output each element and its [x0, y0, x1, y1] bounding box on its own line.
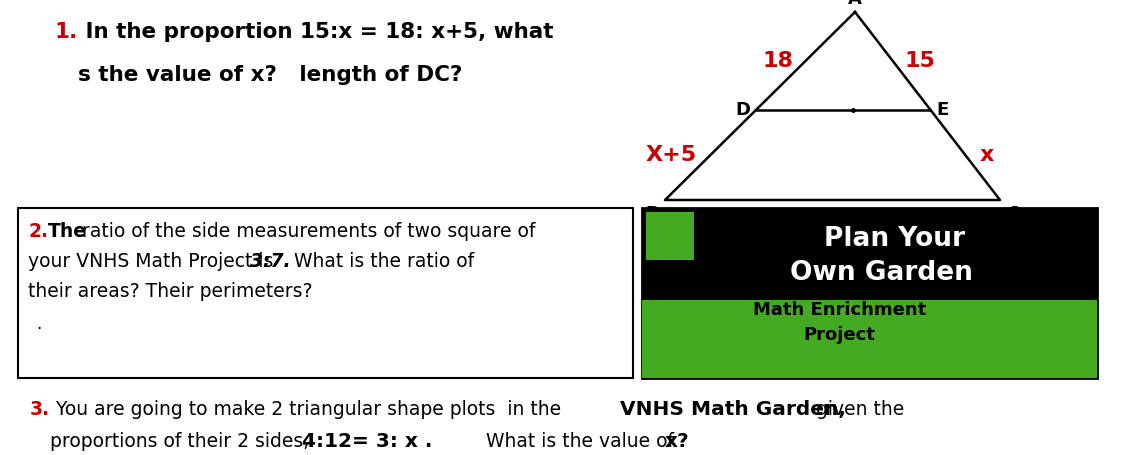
Text: your VNHS Math Project is: your VNHS Math Project is: [28, 252, 279, 271]
Text: B: B: [646, 205, 659, 223]
Text: What is the value of: What is the value of: [480, 432, 680, 451]
FancyBboxPatch shape: [646, 212, 694, 260]
Text: Own Garden: Own Garden: [790, 260, 973, 286]
Text: A: A: [848, 0, 862, 8]
Text: their areas? Their perimeters?: their areas? Their perimeters?: [28, 282, 313, 301]
Text: 18: 18: [763, 51, 793, 71]
Text: X+5: X+5: [646, 145, 696, 165]
Text: The: The: [48, 222, 87, 241]
FancyBboxPatch shape: [18, 208, 633, 378]
Text: Math Enrichment: Math Enrichment: [753, 301, 926, 319]
Text: proportions of their 2 sides,: proportions of their 2 sides,: [50, 432, 315, 451]
Text: ratio of the side measurements of two square of: ratio of the side measurements of two sq…: [76, 222, 536, 241]
Text: x?: x?: [665, 432, 690, 451]
Text: C: C: [1006, 205, 1019, 223]
Text: D: D: [736, 101, 750, 119]
Text: x: x: [979, 145, 993, 165]
Text: 4:12= 3: x .: 4:12= 3: x .: [302, 432, 432, 451]
Text: given the: given the: [810, 400, 905, 419]
Text: VNHS Math Garden,: VNHS Math Garden,: [620, 400, 846, 419]
Text: E: E: [936, 101, 948, 119]
Text: You are going to make 2 triangular shape plots  in the: You are going to make 2 triangular shape…: [50, 400, 573, 419]
FancyBboxPatch shape: [642, 208, 1097, 378]
Text: s the value of x?   length of DC?: s the value of x? length of DC?: [78, 65, 462, 85]
Text: 3.: 3.: [30, 400, 51, 419]
Text: 1.: 1.: [55, 22, 79, 42]
Text: 2.: 2.: [28, 222, 48, 241]
Text: 3:7.: 3:7.: [250, 252, 290, 271]
Text: In the proportion 15:x = 18: x+5, what: In the proportion 15:x = 18: x+5, what: [78, 22, 554, 42]
Text: 15: 15: [904, 51, 936, 71]
Text: ·: ·: [36, 320, 42, 338]
Text: Plan Your: Plan Your: [824, 226, 965, 252]
Text: Project: Project: [803, 327, 875, 344]
Text: What is the ratio of: What is the ratio of: [288, 252, 474, 271]
FancyBboxPatch shape: [642, 300, 1097, 378]
